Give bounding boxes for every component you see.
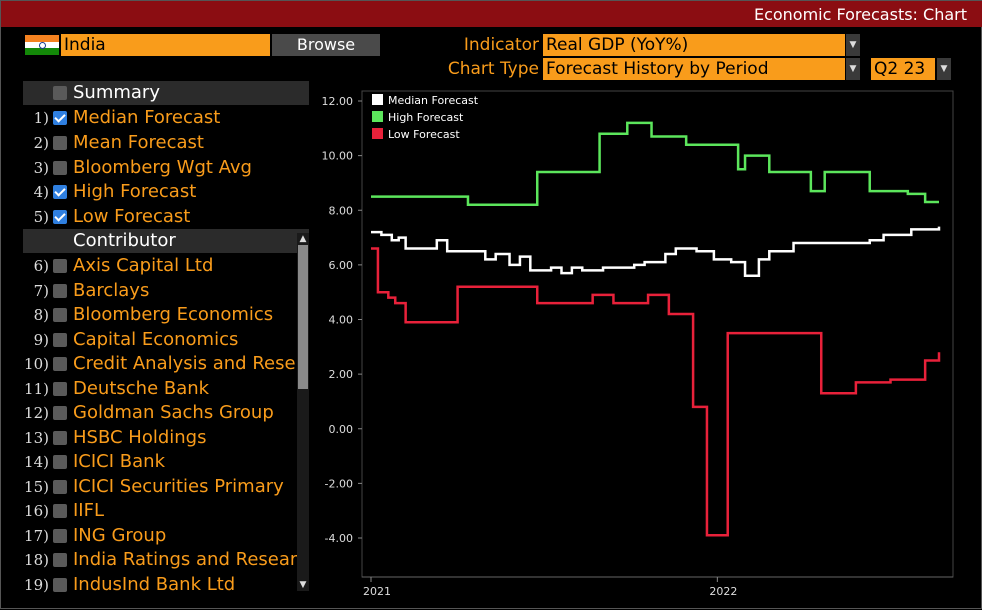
- contributor-checkbox[interactable]: [53, 504, 67, 518]
- summary-header: Summary: [23, 81, 309, 105]
- contributor-checkbox[interactable]: [53, 553, 67, 567]
- contributor-checkbox[interactable]: [53, 357, 67, 371]
- chart-type-dropdown[interactable]: Forecast History by Period: [543, 58, 845, 80]
- legend-label-median-forecast: Median Forecast: [388, 94, 479, 107]
- legend-swatch-low-forecast: [372, 128, 383, 139]
- india-flag-icon: [25, 35, 59, 55]
- chart-type-dropdown-arrow-icon[interactable]: ▼: [846, 58, 860, 80]
- contributor-item[interactable]: 9) Capital Economics: [33, 329, 239, 350]
- summary-item-bloomberg-wgt-avg[interactable]: 3) Bloomberg Wgt Avg: [33, 157, 252, 178]
- y-tick-label: 6.00: [329, 259, 354, 272]
- mean-forecast-checkbox[interactable]: [53, 136, 67, 150]
- y-tick-label: 4.00: [329, 314, 354, 327]
- contributor-item[interactable]: 17) ING Group: [24, 525, 167, 546]
- y-tick-label: 2.00: [329, 368, 354, 381]
- contributor-item[interactable]: 8) Bloomberg Economics: [33, 304, 274, 325]
- scroll-down-icon[interactable]: ▼: [299, 580, 307, 590]
- contributor-checkbox[interactable]: [53, 259, 67, 273]
- contributor-item[interactable]: 18) India Ratings and Resear: [24, 549, 298, 570]
- contributor-checkbox[interactable]: [53, 284, 67, 298]
- low-forecast-checkbox[interactable]: [53, 210, 67, 224]
- high-forecast-checkbox[interactable]: [53, 185, 67, 199]
- summary-item-mean-forecast[interactable]: 2) Mean Forecast: [33, 132, 204, 153]
- period-dropdown-arrow-icon[interactable]: ▼: [937, 58, 951, 80]
- contributor-scrollbar[interactable]: ▲ ▼: [297, 233, 309, 591]
- high-forecast-line: [371, 121, 939, 207]
- legend-swatch-high-forecast: [372, 111, 383, 122]
- window-title: Economic Forecasts: Chart: [753, 4, 967, 24]
- contributor-checkbox[interactable]: [53, 406, 67, 420]
- contributor-checkbox[interactable]: [53, 455, 67, 469]
- scroll-up-icon[interactable]: ▲: [299, 234, 307, 244]
- series-panel: Summary 1) Median Forecast 2) Mean Forec…: [23, 81, 309, 596]
- summary-select-all-checkbox[interactable]: [53, 86, 67, 100]
- contributor-checkbox[interactable]: [53, 431, 67, 445]
- contributor-checkbox[interactable]: [53, 529, 67, 543]
- summary-item-high-forecast[interactable]: 4) High Forecast: [33, 181, 197, 202]
- contributor-checkbox[interactable]: [53, 333, 67, 347]
- y-tick-label: -4.00: [325, 532, 353, 545]
- contributor-item[interactable]: 19) IndusInd Bank Ltd: [24, 574, 236, 595]
- summary-item-low-forecast[interactable]: 5) Low Forecast: [33, 206, 191, 227]
- browse-button[interactable]: Browse: [272, 34, 380, 56]
- contributor-item[interactable]: 16) IIFL: [24, 500, 104, 521]
- contributor-checkbox[interactable]: [53, 382, 67, 396]
- contributor-item[interactable]: 11) Deutsche Bank: [24, 378, 210, 399]
- contributor-header: Contributor: [23, 229, 309, 253]
- scrollbar-thumb[interactable]: [298, 245, 308, 389]
- period-dropdown[interactable]: Q2 23: [871, 58, 935, 80]
- x-tick-label: 2021: [363, 585, 391, 598]
- y-tick-label: 10.00: [322, 150, 354, 163]
- plot-area: [361, 90, 954, 578]
- country-field[interactable]: India: [61, 34, 270, 56]
- contributor-item[interactable]: 15) ICICI Securities Primary: [24, 476, 284, 497]
- chart-type-label: Chart Type: [447, 59, 539, 79]
- legend-label-low-forecast: Low Forecast: [388, 128, 460, 141]
- indicator-dropdown[interactable]: Real GDP (YoY%): [543, 34, 845, 56]
- low-forecast-line: [371, 247, 941, 537]
- y-tick-label: -2.00: [325, 477, 353, 490]
- legend-label-high-forecast: High Forecast: [388, 111, 464, 124]
- contributor-item[interactable]: 13) HSBC Holdings: [24, 427, 207, 448]
- contributor-item[interactable]: 14) ICICI Bank: [24, 451, 165, 472]
- contributor-item[interactable]: 12) Goldman Sachs Group: [24, 402, 274, 423]
- contributor-item[interactable]: 10) Credit Analysis and Rese: [24, 353, 296, 374]
- y-tick-label: 12.00: [322, 95, 354, 108]
- contributor-item[interactable]: 6) Axis Capital Ltd: [33, 255, 214, 276]
- summary-item-median-forecast[interactable]: 1) Median Forecast: [33, 107, 221, 128]
- contributor-checkbox[interactable]: [53, 308, 67, 322]
- contributor-checkbox[interactable]: [53, 480, 67, 494]
- bloomberg-wgt-avg-checkbox[interactable]: [53, 161, 67, 175]
- y-tick-label: 0.00: [329, 423, 354, 436]
- contributor-item[interactable]: 7) Barclays: [33, 280, 150, 301]
- median-forecast-checkbox[interactable]: [53, 111, 67, 125]
- indicator-label: Indicator: [463, 35, 539, 55]
- x-tick-label: 2022: [709, 585, 737, 598]
- indicator-dropdown-arrow-icon[interactable]: ▼: [846, 34, 860, 56]
- title-bar: Economic Forecasts: Chart: [1, 1, 982, 27]
- median-forecast-line: [371, 226, 941, 278]
- contributor-checkbox[interactable]: [53, 578, 67, 592]
- legend-swatch-median-forecast: [372, 94, 383, 105]
- y-tick-label: 8.00: [329, 204, 354, 217]
